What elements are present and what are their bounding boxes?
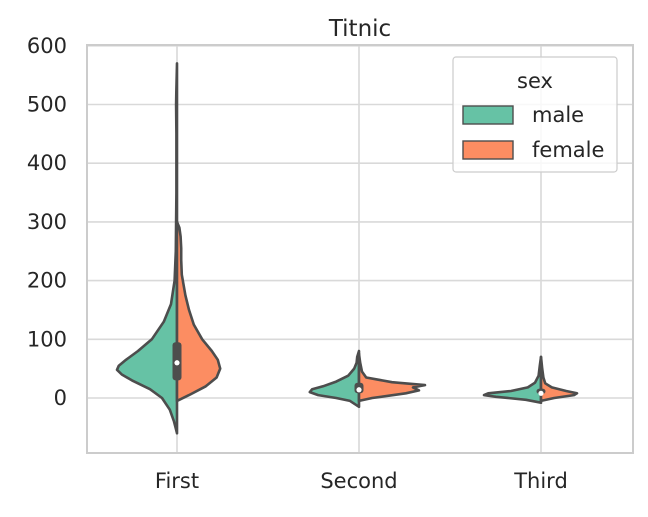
violin-female-first <box>175 220 222 403</box>
violin-layer <box>115 62 579 435</box>
y-tick-label: 0 <box>54 386 67 410</box>
x-tick-label: Third <box>513 469 568 493</box>
y-tick-labels: 0 100 200 300 400 500 600 <box>27 34 67 410</box>
y-tick-label: 500 <box>27 93 67 117</box>
y-tick-label: 300 <box>27 210 67 234</box>
legend-swatch-male <box>462 105 514 125</box>
legend-title: sex <box>517 69 553 93</box>
chart-title: Titnic <box>328 16 391 42</box>
violin-male-first <box>115 62 179 435</box>
box-median-third <box>538 390 544 396</box>
y-tick-label: 600 <box>27 34 67 58</box>
y-tick-label: 200 <box>27 269 67 293</box>
legend: sex male female <box>452 56 618 173</box>
plot-frame <box>86 44 634 454</box>
x-tick-label: First <box>155 469 199 493</box>
legend-label-male: male <box>532 103 584 127</box>
y-tick-label: 100 <box>27 327 67 351</box>
legend-label-female: female <box>532 138 604 162</box>
box-median-first <box>174 360 180 366</box>
x-tick-labels: First Second Third <box>155 469 568 493</box>
violin-female-second <box>357 352 427 403</box>
box-layer <box>172 280 546 398</box>
legend-items: male female <box>462 103 604 162</box>
legend-swatch-female <box>462 140 514 160</box>
x-tick-label: Second <box>320 469 397 493</box>
y-tick-label: 400 <box>27 151 67 175</box>
box-median-second <box>356 387 362 393</box>
violin-female-third <box>539 355 579 403</box>
